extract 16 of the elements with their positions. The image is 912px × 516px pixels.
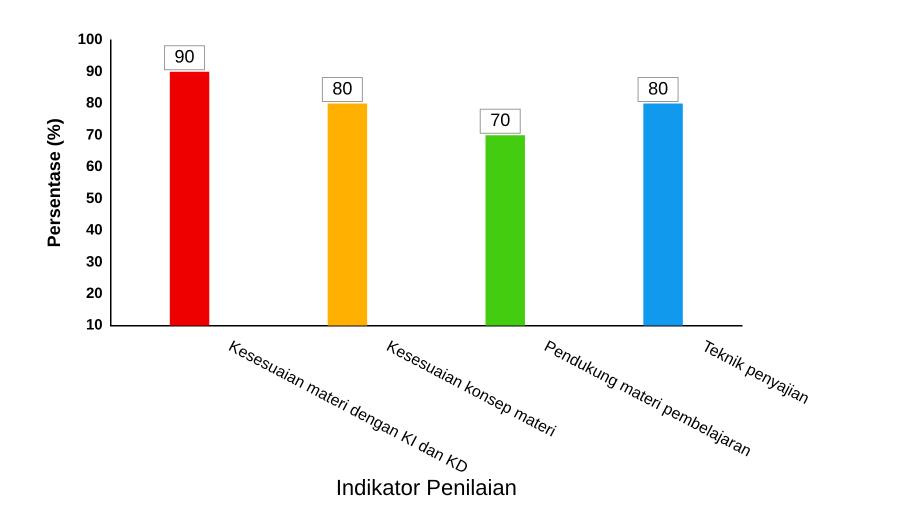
y-tick-label: 40 <box>86 222 103 239</box>
y-tick-label: 50 <box>86 190 103 207</box>
y-tick-label: 100 <box>78 31 103 48</box>
y-axis-title: Persentase (%) <box>44 118 64 248</box>
y-tick-label: 60 <box>86 158 103 176</box>
y-tick-label: 20 <box>86 285 103 302</box>
data-label: 70 <box>490 110 510 130</box>
data-label: 90 <box>174 46 195 67</box>
y-tick-label: 70 <box>86 126 103 144</box>
y-tick-label: 80 <box>86 94 103 112</box>
data-label: 80 <box>332 78 352 98</box>
y-tick-label: 90 <box>86 62 103 80</box>
x-axis-title: Indikator Penilaian <box>336 474 517 500</box>
y-tick-label: 30 <box>86 253 103 270</box>
y-tick-label: 10 <box>86 316 103 334</box>
data-label: 80 <box>648 78 668 98</box>
